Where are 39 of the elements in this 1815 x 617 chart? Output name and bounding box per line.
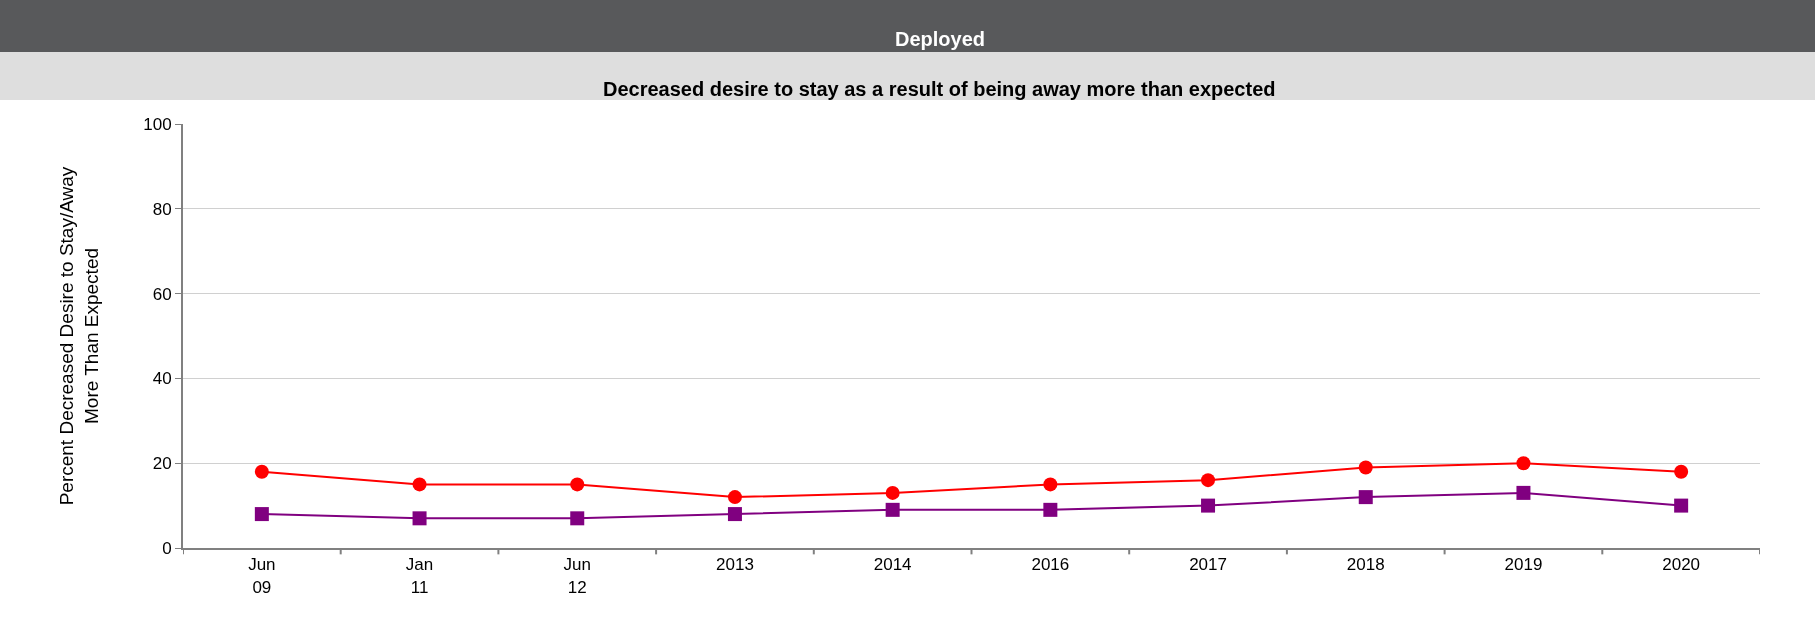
point [1201, 498, 1216, 513]
x-tick-label: Jun 09 [248, 555, 276, 597]
y-axis-title: Percent Decreased Desire to Stay/Away More Than Expected [55, 166, 102, 506]
point [254, 507, 269, 522]
point [1674, 498, 1689, 513]
point [1043, 477, 1058, 492]
x-tick-label: 2014 [873, 555, 912, 575]
x-tick-label: 2018 [1346, 555, 1385, 575]
y-tick-label: 80 [152, 199, 172, 219]
x-tick-label: Jan 11 [405, 555, 434, 597]
point [727, 490, 742, 505]
y-tick-label: 40 [152, 369, 172, 389]
chart-title: Deployed [895, 28, 986, 50]
y-tick-label: 0 [162, 538, 172, 558]
x-tick-label: 2016 [1031, 555, 1070, 575]
point [1674, 464, 1689, 479]
point [1043, 502, 1058, 517]
point [570, 511, 585, 526]
point [885, 485, 900, 500]
point [885, 502, 900, 517]
point [412, 477, 427, 492]
x-tick-label: 2013 [716, 555, 754, 575]
x-tick-label: 2020 [1662, 555, 1701, 575]
x-tick-label: 2019 [1504, 555, 1543, 575]
point [1201, 473, 1216, 488]
x-tick-label: Jun 12 [563, 555, 591, 597]
point [727, 507, 742, 522]
point [254, 464, 269, 479]
point [1358, 460, 1373, 475]
point [1358, 490, 1373, 505]
y-tick-label: 100 [143, 114, 172, 134]
point [1516, 456, 1531, 471]
x-tick-label: 2017 [1189, 555, 1227, 575]
chart-subtitle: Decreased desire to stay as a result of being away more than expected [603, 78, 1276, 100]
point [570, 477, 585, 492]
y-tick-label: 60 [152, 284, 172, 304]
point [412, 511, 427, 526]
point [1516, 485, 1531, 500]
y-tick-label: 20 [152, 454, 172, 474]
